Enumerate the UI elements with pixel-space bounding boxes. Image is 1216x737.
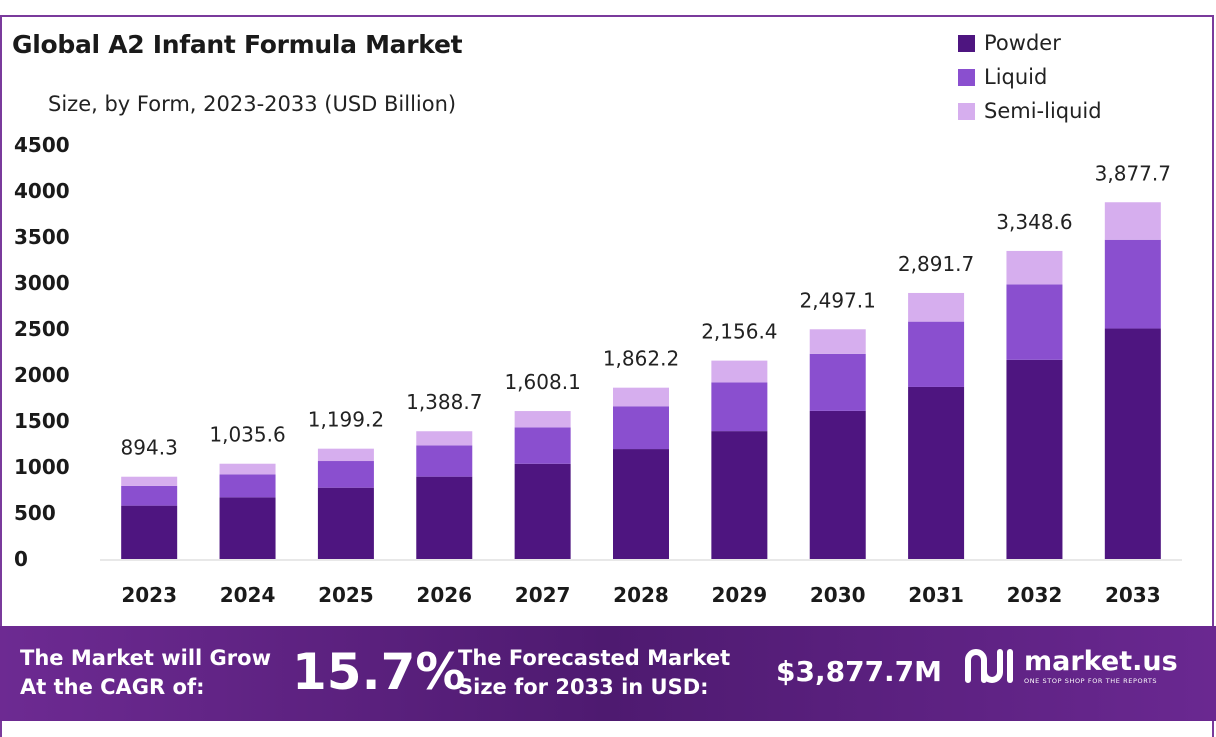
forecast-value: $3,877.7M (776, 655, 943, 688)
bar-powder (219, 497, 276, 559)
bar-semi-liquid (1006, 250, 1063, 285)
x-tick-label: 2024 (220, 583, 276, 607)
bar-total-label: 894.3 (121, 436, 178, 460)
x-tick-label: 2027 (515, 583, 571, 607)
x-tick-label: 2023 (121, 583, 177, 607)
bar-semi-liquid (317, 448, 374, 462)
bar-semi-liquid (809, 329, 866, 354)
bar-chart: 0 500 1000 1500 2000 2500 3000 3500 4000 4500 894.… (14, 133, 1182, 607)
bar-semi-liquid (1104, 202, 1161, 240)
bar-powder (514, 463, 571, 559)
bar-powder (416, 476, 473, 559)
bar-liquid (613, 406, 669, 450)
x-tick-label: 2028 (613, 583, 669, 607)
bar-total-label: 1,199.2 (308, 408, 384, 432)
bar-liquid (809, 353, 866, 411)
legend-item-liquid: Liquid (958, 60, 1102, 94)
bar-powder (1104, 328, 1161, 559)
x-tick-label: 2033 (1105, 583, 1161, 607)
cagr-caption-line2: At the CAGR of: (20, 675, 205, 699)
y-tick-label: 3000 (14, 271, 70, 295)
x-tick-label: 2031 (908, 583, 964, 607)
bar-total-label: 3,877.7 (1095, 161, 1171, 185)
x-tick-label: 2030 (810, 583, 866, 607)
y-tick-label: 0 (14, 547, 28, 571)
x-tick-label: 2029 (712, 583, 768, 607)
cagr-caption-line1: The Market will Grow (20, 646, 271, 670)
legend-label-powder: Powder (984, 31, 1061, 55)
y-tick-label: 1500 (14, 409, 70, 433)
bar-semi-liquid (711, 360, 768, 383)
y-tick-label: 500 (14, 501, 56, 525)
bar-total-label: 2,156.4 (701, 320, 777, 344)
x-tick-label: 2032 (1007, 583, 1063, 607)
summary-banner: The Market will Grow At the CAGR of: 15.… (0, 626, 1216, 721)
forecast-caption-line2: Size for 2033 in USD: (458, 675, 709, 699)
chart-subtitle: Size, by Form, 2023-2033 (USD Billion) (48, 92, 457, 116)
bar-total-label: 1,862.2 (603, 347, 679, 371)
forecast-caption: The Forecasted Market Size for 2033 in U… (458, 644, 730, 702)
bar-total-label: 1,035.6 (209, 423, 285, 447)
bar-liquid (219, 474, 276, 498)
y-tick-label: 2000 (14, 363, 70, 387)
forecast-caption-line1: The Forecasted Market (458, 646, 731, 670)
legend-swatch-powder (958, 34, 975, 52)
chart-title: Global A2 Infant Formula Market (12, 30, 463, 59)
bar-powder (1006, 359, 1063, 559)
bar-liquid (1006, 284, 1063, 360)
legend-swatch-liquid (958, 68, 975, 86)
brand-logo: market.us ONE STOP SHOP FOR THE REPORTS (962, 646, 1178, 686)
bar-total-label: 1,608.1 (504, 370, 580, 394)
bar-powder (317, 487, 374, 559)
bar-total-label: 3,348.6 (996, 210, 1072, 234)
bar-powder (711, 431, 768, 559)
y-tick-label: 4500 (14, 133, 70, 157)
bar-powder (121, 505, 178, 559)
y-tick-label: 4000 (14, 179, 70, 203)
legend-item-powder: Powder (958, 26, 1102, 60)
bar-total-label: 2,497.1 (800, 288, 876, 312)
bar-semi-liquid (908, 292, 965, 322)
market-us-logo-icon (965, 649, 1013, 683)
bar-liquid (908, 321, 965, 387)
bar-liquid (1104, 239, 1161, 329)
y-tick-label: 3500 (14, 225, 70, 249)
bar-semi-liquid (219, 463, 276, 475)
bar-powder (908, 386, 965, 559)
legend-label-liquid: Liquid (984, 65, 1048, 89)
bar-semi-liquid (613, 387, 669, 407)
bar-semi-liquid (514, 411, 571, 428)
chart-legend: Powder Liquid Semi-liquid (958, 26, 1102, 128)
bar-powder (613, 449, 669, 559)
bar-liquid (416, 445, 473, 477)
x-tick-label: 2025 (318, 583, 374, 607)
bar-powder (809, 410, 866, 559)
bar-semi-liquid (416, 431, 473, 446)
y-tick-label: 2500 (14, 317, 70, 341)
bar-liquid (514, 427, 571, 464)
bar-semi-liquid (121, 476, 178, 486)
brand-tagline: ONE STOP SHOP FOR THE REPORTS (1024, 676, 1158, 685)
legend-item-semi-liquid: Semi-liquid (958, 94, 1102, 128)
brand-name: market.us (1024, 645, 1178, 677)
legend-label-semi-liquid: Semi-liquid (984, 99, 1102, 123)
y-tick-label: 1000 (14, 455, 70, 479)
x-tick-label: 2026 (416, 583, 472, 607)
bar-total-label: 2,891.7 (898, 252, 974, 276)
bar-liquid (711, 382, 768, 432)
legend-swatch-semi-liquid (958, 102, 975, 120)
cagr-value: 15.7% (292, 643, 466, 701)
bar-liquid (317, 461, 374, 488)
bar-total-label: 1,388.7 (406, 390, 482, 414)
cagr-caption: The Market will Grow At the CAGR of: (20, 644, 271, 702)
chart-frame (0, 15, 1214, 737)
bar-liquid (121, 485, 178, 506)
